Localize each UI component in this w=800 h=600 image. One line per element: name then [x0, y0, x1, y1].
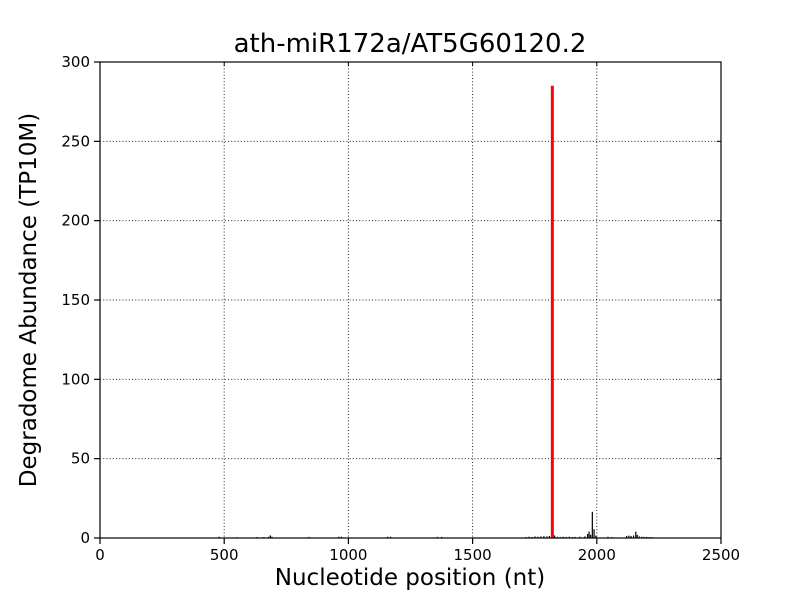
chart-title: ath-miR172a/AT5G60120.2	[234, 29, 587, 59]
ticks-layer: 0 500 1000 1500 2000 2500 0 50 100 150 200 250 300	[61, 53, 740, 564]
grid-layer	[100, 62, 721, 538]
y-tick-label: 50	[71, 450, 90, 468]
y-tick-label: 0	[80, 529, 90, 547]
x-tick-label: 1500	[454, 546, 492, 564]
y-tick-label: 250	[61, 132, 90, 150]
x-tick-label: 500	[210, 546, 239, 564]
x-tick-label: 2500	[702, 546, 740, 564]
y-tick-label: 200	[61, 212, 90, 230]
x-tick-label: 1000	[329, 546, 367, 564]
x-tick-label: 2000	[578, 546, 616, 564]
y-tick-label: 150	[61, 291, 90, 309]
x-axis-label: Nucleotide position (nt)	[275, 565, 545, 591]
y-axis-label: Degradome Abundance (TP10M)	[16, 113, 42, 487]
x-tick-label: 0	[95, 546, 105, 564]
y-tick-label: 100	[61, 370, 90, 388]
bars-layer	[218, 85, 653, 538]
y-tick-label: 300	[61, 53, 90, 71]
